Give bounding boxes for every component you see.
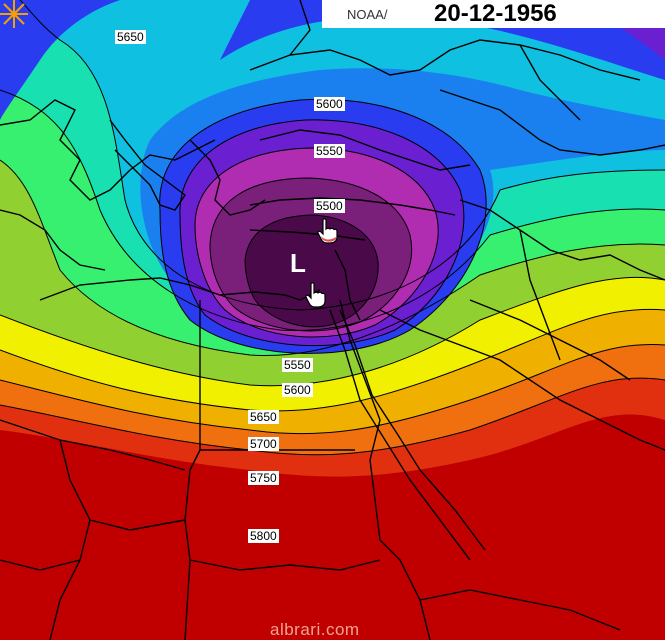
contour-label-5650-s: 5650: [248, 410, 279, 424]
contour-label-5500-n: 5500: [314, 199, 345, 213]
contour-lines: [0, 0, 665, 456]
watermark: albrari.com: [270, 620, 360, 639]
hand-pointer-icon: [317, 218, 338, 244]
contour-label-5800-s: 5800: [248, 529, 279, 543]
contour-label-5700-s: 5700: [248, 437, 279, 451]
date-title: 20-12-1956: [434, 0, 557, 27]
header-bar: [322, 0, 665, 28]
contour-label-5550-s: 5550: [282, 358, 313, 372]
contour-label-5550-n: 5550: [314, 144, 345, 158]
band-5450: [245, 215, 379, 327]
starburst-icon: [0, 0, 28, 28]
contour-label-5600-s: 5600: [282, 383, 313, 397]
contour-label-5650-nw: 5650: [115, 30, 146, 44]
contour-label-5750-s: 5750: [248, 471, 279, 485]
source-label: NOAA/: [347, 7, 388, 22]
hand-pointer-icon: [305, 282, 326, 308]
contour-label-5600-n: 5600: [314, 97, 345, 111]
band-nw-corner: [0, 0, 120, 120]
low-pressure-marker: L: [290, 248, 306, 278]
